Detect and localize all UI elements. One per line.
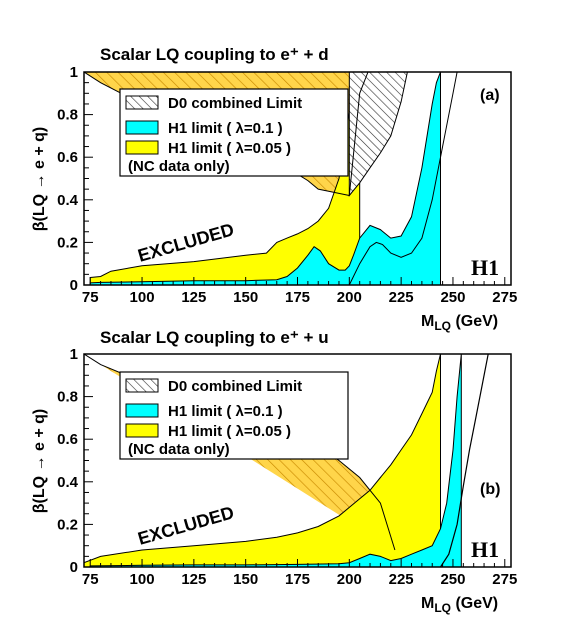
x-tick-label: 275 <box>492 571 517 588</box>
y-tick-label: 0.8 <box>57 389 78 406</box>
y-tick-label: 1 <box>70 64 78 81</box>
y-tick-label: 0 <box>70 559 78 576</box>
panel-a-legend-note: (NC data only) <box>128 158 230 175</box>
x-tick-label: 100 <box>130 289 155 306</box>
y-tick-label: 0.2 <box>57 516 78 533</box>
y-tick-label: 0.6 <box>57 431 78 448</box>
panel-b-legend-note: (NC data only) <box>128 441 230 458</box>
panel-b-legend-cyan: H1 limit ( λ=0.1 ) <box>168 403 283 420</box>
x-tick-label: 100 <box>130 571 155 588</box>
x-tick-label: 125 <box>181 571 206 588</box>
x-tick-label: 250 <box>440 289 465 306</box>
x-tick-label: 275 <box>492 289 517 306</box>
panel-b-outer-contour <box>439 354 489 567</box>
panel-b-legend-d0: D0 combined Limit <box>168 378 302 395</box>
panel-b-cyan-band <box>89 354 462 567</box>
panel-b-title: Scalar LQ coupling to e⁺ + u <box>100 328 329 347</box>
x-tick-label: 200 <box>337 571 362 588</box>
panel-b-legend-d0-swatch <box>125 378 159 393</box>
y-tick-label: 0.6 <box>57 149 78 166</box>
x-tick-label: 75 <box>82 289 99 306</box>
x-tick-label: 225 <box>389 571 414 588</box>
panel-b-legend-yellow-swatch <box>125 423 159 438</box>
panel-a-tag: (a) <box>480 87 500 104</box>
x-tick-label: 225 <box>389 289 414 306</box>
panel-b-tag: (b) <box>480 481 500 498</box>
panel-a-chart: Scalar LQ coupling to e⁺ + d β(LQ → e + … <box>31 45 517 333</box>
panel-a-legend-yellow: H1 limit ( λ=0.05 ) <box>168 140 291 157</box>
panel-b-xlabel: MLQ (GeV) <box>421 595 498 615</box>
panel-b-legend-cyan-swatch <box>125 403 159 418</box>
panel-a-title: Scalar LQ coupling to e⁺ + d <box>100 45 329 64</box>
panel-a-h1-logo: H1 <box>471 255 499 280</box>
y-tick-label: 0.4 <box>57 192 79 209</box>
panel-b-ylabel: β(LQ → e + q) <box>31 409 48 513</box>
y-tick-label: 0.2 <box>57 234 78 251</box>
panel-b-h1-logo: H1 <box>471 537 499 562</box>
x-tick-label: 250 <box>440 571 465 588</box>
panel-a-legend-d0-swatch <box>125 95 159 110</box>
panel-b-legend-yellow: H1 limit ( λ=0.05 ) <box>168 423 291 440</box>
panel-a-legend-d0: D0 combined Limit <box>168 95 302 112</box>
panel-b-axes: 75 100 125 150 175 200 225 250 275 0 0.2 0.4 0.6 0.8 1 <box>57 346 517 588</box>
y-tick-label: 0 <box>70 277 78 294</box>
panel-a-xlabel: MLQ (GeV) <box>421 313 498 333</box>
panel-a-cyan-band <box>89 72 441 285</box>
panel-a-outer-contour <box>348 72 458 285</box>
panel-a-legend-yellow-swatch <box>125 140 159 155</box>
x-tick-label: 200 <box>337 289 362 306</box>
panel-b-legend: D0 combined Limit H1 limit ( λ=0.1 ) H1 … <box>119 371 349 460</box>
panel-a-legend-cyan: H1 limit ( λ=0.1 ) <box>168 120 283 137</box>
panel-a-d0-limit-region <box>348 72 437 197</box>
x-tick-label: 150 <box>233 571 258 588</box>
x-tick-label: 175 <box>285 571 310 588</box>
x-tick-label: 175 <box>285 289 310 306</box>
y-tick-label: 0.8 <box>57 107 78 124</box>
panel-a-axes: 75 100 125 150 175 200 225 250 275 0 0.2 0.4 0.6 0.8 1 <box>57 64 517 306</box>
panel-a-legend: D0 combined Limit H1 limit ( λ=0.1 ) H1 … <box>119 88 349 177</box>
panel-b-excluded-label: EXCLUDED <box>136 502 237 549</box>
panel-a-legend-cyan-swatch <box>125 120 159 135</box>
panel-b-chart: Scalar LQ coupling to e⁺ + u β(LQ → e + … <box>31 328 517 615</box>
panel-a-ylabel: β(LQ → e + q) <box>31 127 48 231</box>
x-tick-label: 150 <box>233 289 258 306</box>
panel-a-legend-box <box>119 88 349 177</box>
x-tick-label: 125 <box>181 289 206 306</box>
x-tick-label: 75 <box>82 571 99 588</box>
y-tick-label: 1 <box>70 346 78 363</box>
y-tick-label: 0.4 <box>57 474 79 491</box>
